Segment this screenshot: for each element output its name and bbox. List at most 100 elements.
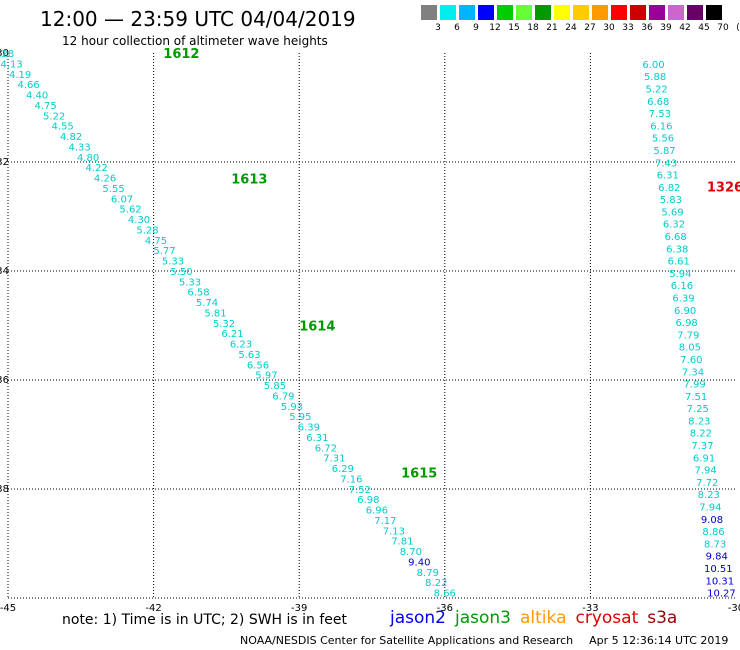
color-scale-label: 9 [473,23,479,33]
wave-height-value: 6.39 [672,293,694,304]
wave-height-value: 10.31 [706,576,735,587]
color-scale-swatch [421,5,437,20]
wave-height-value: 5.28 [136,225,158,236]
color-scale-swatch [592,5,608,20]
legend-cryosat: cryosat [575,608,639,628]
wave-height-value: 7.31 [323,454,345,465]
color-scale-label: 39 [660,23,672,33]
color-scale-swatch [611,5,627,20]
wave-height-value: 5.77 [153,246,175,257]
wave-height-value: 4.80 [77,153,99,164]
wave-height-value: 5.81 [204,308,226,319]
legend-s3a: s3a [647,608,678,628]
wave-height-value: 7.17 [374,516,396,527]
wave-height-value: 6.68 [664,232,686,243]
wave-height-value: 4.40 [26,91,48,102]
wave-height-value: 10.51 [704,564,733,575]
y-tick-label: -32 [0,157,9,168]
wave-height-value: 8.86 [702,527,724,538]
footer: NOAA/NESDIS Center for Satellite Applica… [240,634,728,647]
wave-height-value: 8.22 [690,429,712,440]
wave-height-value: 7.81 [391,537,413,548]
wave-height-value: 5.50 [170,267,192,278]
wave-height-value: 5.33 [162,257,184,268]
color-scale-swatch [478,5,494,20]
color-scale-swatch [687,5,703,20]
color-scale-swatch [649,5,665,20]
wave-height-value: 10.27 [707,589,736,600]
color-scale-label: 70 [717,23,729,33]
wave-height-value: 6.96 [366,506,388,517]
y-tick-label: -34 [0,266,9,277]
track-time-label: 1614 [299,320,335,335]
color-scale-label: 42 [679,23,691,33]
legend-jason2: jason2 [390,608,446,628]
wave-height-value: 5.93 [281,402,303,413]
wave-height-value: 6.23 [230,340,252,351]
wave-height-value: 5.83 [660,195,682,206]
wave-height-value: 6.79 [272,391,294,402]
color-scale-swatch [573,5,589,20]
wave-height-value: 8.70 [400,547,422,558]
wave-height-value: 5.55 [102,184,124,195]
x-tick-label: -33 [582,603,598,614]
wave-height-value: 4.19 [9,70,31,81]
x-tick-label: -30 [728,603,740,614]
chart-subtitle: 12 hour collection of altimeter wave hei… [62,34,328,48]
wave-height-value: 4.66 [17,80,39,91]
chart-title: 12:00 — 23:59 UTC 04/04/2019 [40,7,356,31]
wave-height-value: 7.13 [383,526,405,537]
wave-height-value: 6.16 [671,281,693,292]
wave-height-value: 5.69 [661,207,683,218]
footer-credit: NOAA/NESDIS Center for Satellite Applica… [240,634,574,647]
wave-height-value: 6.68 [647,97,669,108]
y-tick-label: -38 [0,484,9,495]
wave-height-value: 7.37 [691,441,713,452]
color-scale-label: 30 [603,23,615,33]
color-scale-swatch [535,5,551,20]
wave-height-value: 6.90 [674,306,696,317]
wave-height-value: 7.99 [683,380,705,391]
wave-height-value: 5.88 [644,72,666,83]
x-tick-label: -45 [0,603,16,614]
wave-height-value: 8.23 [698,490,720,501]
wave-height-value: 5.74 [196,298,218,309]
wave-height-value: 7.94 [699,502,721,513]
wave-height-value: 4.26 [94,174,116,185]
x-tick-label: -39 [291,603,307,614]
wave-height-value: 5.62 [119,205,141,216]
wave-height-value: 6.31 [306,433,328,444]
color-scale-label: 33 [622,23,634,33]
wave-height-value: 5.56 [652,134,674,145]
track-time-label: 1612 [163,47,199,62]
color-scale-swatch [668,5,684,20]
color-scale-label: 24 [565,23,577,33]
wave-height-value: 8.22 [425,578,447,589]
wave-height-value: 7.94 [695,466,717,477]
color-scale-label: 15 [508,23,520,33]
wave-height-value: 4.55 [51,122,73,133]
wave-height-value: 4.22 [85,163,107,174]
footer-timestamp: Apr 5 12:36:14 UTC 2019 [589,634,729,647]
satellite-legend: jason2 jason3 altika cryosat s3a [390,608,686,628]
color-scale-swatch [440,5,456,20]
color-scale-label: 36 [641,23,653,33]
wave-height-value: 8.73 [704,539,726,550]
wave-height-value: 4.75 [34,101,56,112]
wave-height-value: 7.51 [685,392,707,403]
wave-height-value: 4.82 [60,132,82,143]
wave-height-value: 6.21 [221,329,243,340]
wave-height-value: 5.94 [669,269,691,280]
wave-height-value: 7.34 [682,367,704,378]
wave-height-value: 5.63 [238,350,260,361]
wave-height-value: 7.60 [680,355,702,366]
wave-height-value: 6.98 [676,318,698,329]
wave-height-value: 7.79 [677,330,699,341]
color-scale-label: 21 [546,23,558,33]
wave-height-value: 9.08 [701,515,723,526]
color-scale-swatch [630,5,646,20]
wave-height-value: 7.72 [696,478,718,489]
legend-jason3: jason3 [455,608,511,628]
wave-height-value: 6.72 [315,443,337,454]
